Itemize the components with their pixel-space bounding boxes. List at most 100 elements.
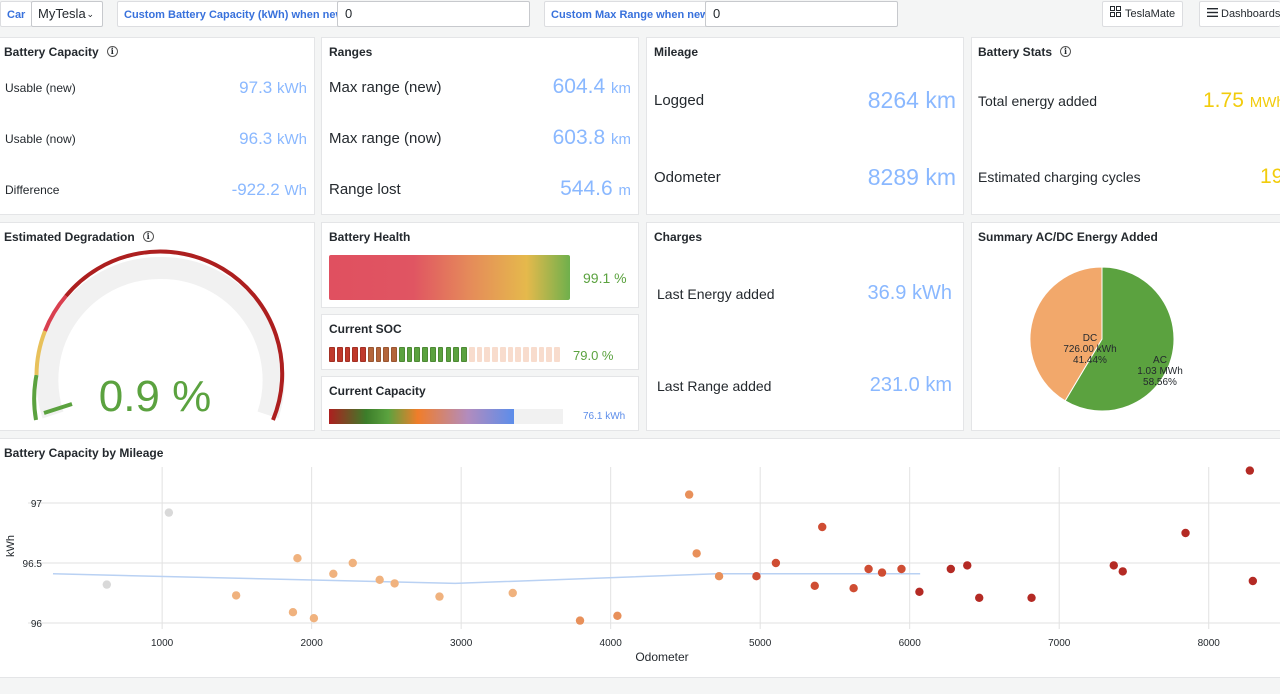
- capacity-bar-fill: [329, 409, 514, 424]
- y-tick-label: 96: [31, 619, 43, 630]
- soc-segment: [484, 347, 491, 362]
- car-select[interactable]: MyTesla ⌄: [31, 1, 103, 27]
- usable-now-value: 96.3 kWh: [239, 129, 307, 149]
- soc-segment: [391, 347, 397, 362]
- stat-number: 8289: [867, 164, 919, 190]
- scatter-point: [435, 592, 444, 601]
- charging-cycles-value: 19: [1260, 165, 1280, 188]
- scatter-point: [102, 580, 112, 589]
- teslamate-link-label: TeslaMate: [1125, 8, 1176, 20]
- logged-value: 8264 km: [868, 87, 956, 114]
- panel-title: Ranges: [329, 45, 373, 59]
- car-variable-label: Car: [0, 1, 33, 27]
- acdc-pie-chart: AC 1.03 MWh 58.56% DC 726.00 kWh 41.44%: [1029, 266, 1183, 412]
- gauge-track: [36, 256, 285, 419]
- panel-title: Battery Stats i: [978, 45, 1072, 59]
- scatter-point: [963, 561, 972, 570]
- x-tick-label: 1000: [151, 638, 174, 649]
- panel-title: Mileage: [654, 45, 699, 59]
- stat-unit: Wh: [284, 182, 308, 199]
- soc-segment: [398, 347, 405, 362]
- info-icon[interactable]: i: [106, 46, 118, 58]
- x-tick-label: 6000: [899, 638, 922, 649]
- scatter-point: [329, 569, 338, 578]
- x-tick-label: 8000: [1198, 638, 1221, 649]
- current-soc-panel: Current SOC 79.0 %: [321, 314, 639, 370]
- teslamate-link-button[interactable]: TeslaMate: [1102, 1, 1184, 27]
- stat-unit: km: [611, 131, 631, 148]
- soc-segment: [538, 347, 545, 362]
- panel-title: Charges: [654, 230, 703, 244]
- soc-segment: [360, 347, 366, 362]
- degradation-panel: Estimated Degradation i 0.9 %: [0, 222, 315, 431]
- trend-line: [52, 573, 921, 585]
- y-tick-label: 96.5: [23, 559, 43, 570]
- odometer-label: Odometer: [654, 169, 721, 186]
- stat-unit: kWh: [277, 80, 307, 97]
- usable-new-label: Usable (new): [5, 81, 76, 95]
- pie-label-ac-percent: 58.56%: [1143, 377, 1177, 388]
- logged-label: Logged: [654, 92, 705, 109]
- soc-segment: [406, 347, 413, 362]
- x-tick-label: 2000: [301, 638, 324, 649]
- gauge-value-indicator: [43, 402, 73, 415]
- panel-title-text: Estimated Degradation: [4, 230, 135, 244]
- scatter-point: [508, 588, 517, 598]
- stat-unit: MWh: [1249, 94, 1280, 111]
- scatter-point: [164, 508, 174, 517]
- soc-segment: [367, 347, 374, 362]
- scatter-point: [684, 490, 694, 499]
- panel-title-text: Battery Stats: [978, 45, 1053, 59]
- x-tick-label: 5000: [749, 638, 772, 649]
- current-capacity-panel: Current Capacity 76.1 kWh: [321, 376, 639, 431]
- custom-capacity-label: Custom Battery Capacity (kWh) when new: [117, 1, 352, 27]
- total-energy-label: Total energy added: [978, 93, 1098, 109]
- battery-capacity-panel: Battery Capacity i Usable (new) 97.3 kWh …: [0, 37, 315, 215]
- stat-unit: m: [618, 182, 632, 199]
- degradation-gauge: 0.9 %: [32, 249, 285, 421]
- info-icon[interactable]: i: [1060, 46, 1072, 58]
- scatter-point: [613, 611, 622, 620]
- scatter-point: [1245, 466, 1255, 475]
- scatter-point: [714, 572, 724, 581]
- soc-segment: [546, 347, 553, 362]
- scatter-point: [864, 564, 873, 574]
- pie-slice-dc[interactable]: [1029, 266, 1103, 402]
- gauge-threshold-red: [43, 294, 68, 332]
- pie-label-dc-percent: 41.44%: [1073, 355, 1107, 366]
- stat-number: 1.75: [1203, 89, 1244, 112]
- last-range-value: 231.0 km: [870, 374, 952, 397]
- soc-segment: [554, 347, 560, 362]
- scatter-point: [288, 608, 298, 617]
- scatter-point: [975, 593, 984, 602]
- charges-panel: Charges Last Energy added 36.9 kWh Last …: [646, 222, 964, 431]
- info-icon[interactable]: i: [142, 231, 154, 243]
- x-axis-label: Odometer: [635, 650, 688, 664]
- scatter-point: [771, 558, 781, 568]
- custom-range-input[interactable]: 0: [705, 1, 898, 27]
- panel-title: Battery Capacity i: [4, 45, 118, 59]
- stat-unit: km: [611, 80, 631, 97]
- stat-number: 96.3: [239, 129, 273, 148]
- scatter-point: [810, 581, 819, 590]
- soc-segment: [344, 347, 351, 362]
- custom-range-label: Custom Max Range when new: [544, 1, 716, 27]
- difference-label: Difference: [5, 183, 60, 197]
- battery-health-value: 99.1 %: [583, 270, 627, 286]
- capacity-scatter-chart: 1000 2000 3000 4000 5000 6000 7000 8000 96 96.5 97…: [5, 466, 1280, 664]
- panel-title: Current SOC: [329, 322, 402, 336]
- pie-slice-ac[interactable]: [1064, 266, 1175, 412]
- page-footer-area: [0, 678, 1280, 694]
- soc-segment: [336, 347, 343, 362]
- apps-grid-icon: [1110, 2, 1121, 26]
- scatter-point: [752, 572, 761, 581]
- range-lost-label: Range lost: [329, 181, 401, 198]
- gauge-threshold-darkred: [64, 249, 285, 421]
- soc-segment: [468, 347, 475, 362]
- custom-capacity-input[interactable]: 0: [337, 1, 530, 27]
- usable-now-label: Usable (now): [5, 132, 76, 146]
- dashboards-menu-button[interactable]: Dashboards: [1199, 1, 1280, 27]
- gauge-value-text: 0.9 %: [99, 372, 212, 421]
- stat-number: -922.2: [231, 180, 280, 199]
- ranges-panel: Ranges Max range (new) 604.4 km Max rang…: [321, 37, 639, 215]
